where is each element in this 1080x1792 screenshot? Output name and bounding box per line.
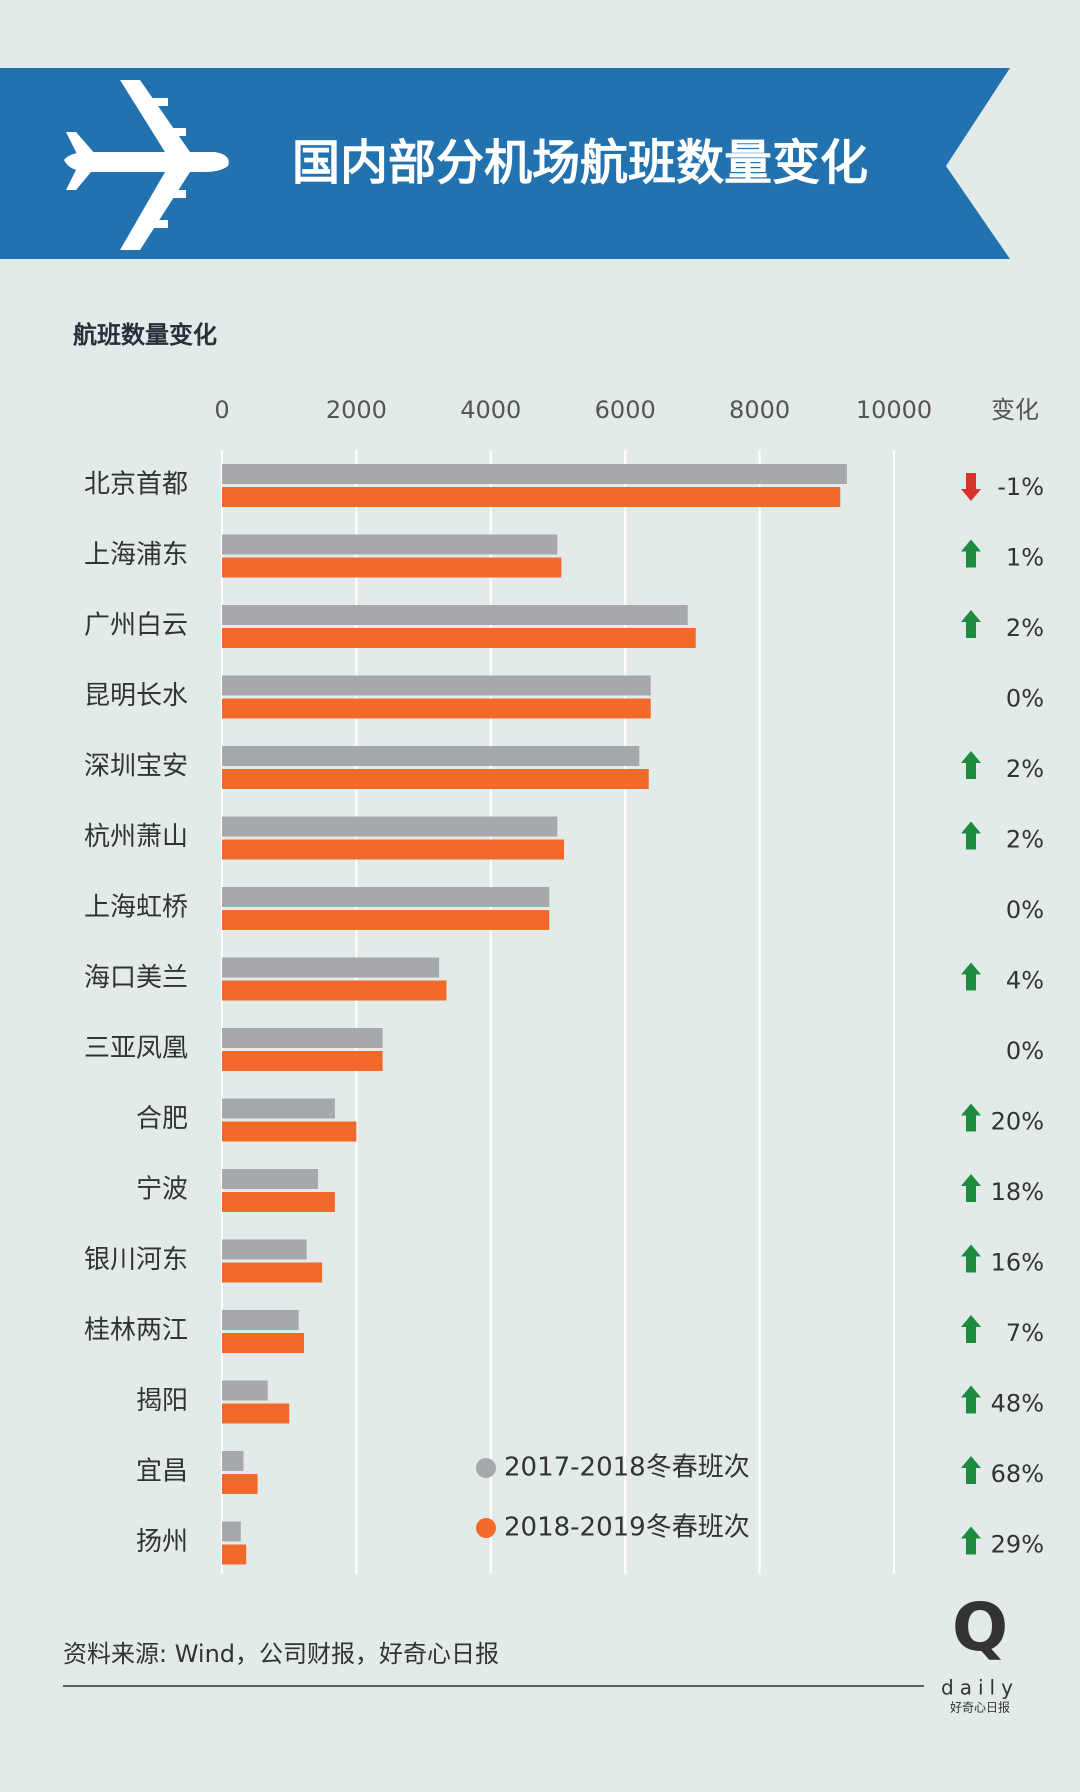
brand-name: daily — [941, 1676, 1019, 1700]
bar — [222, 1169, 319, 1189]
change-label: -1% — [997, 473, 1044, 501]
change-label: 0% — [1006, 896, 1044, 924]
bar — [222, 887, 550, 907]
category-label: 桂林两江 — [84, 1316, 188, 1346]
change-label: 2% — [1006, 614, 1044, 642]
bar — [222, 816, 558, 837]
legend-label: 2018-2019冬春班次 — [504, 1513, 750, 1543]
category-label: 合肥 — [136, 1104, 188, 1134]
category-label: 扬州 — [136, 1527, 188, 1557]
change-label: 0% — [1006, 1037, 1044, 1065]
bar — [222, 769, 649, 789]
category-label: 北京首都 — [84, 470, 188, 500]
change-label: 48% — [991, 1390, 1044, 1418]
plane-icon — [64, 80, 229, 250]
brand-mark: Q — [952, 1589, 1008, 1666]
category-label: 银川河东 — [84, 1245, 188, 1275]
bar — [222, 839, 565, 860]
x-tick-label: 0 — [214, 396, 229, 424]
change-arrow — [961, 751, 981, 779]
change-label: 29% — [991, 1531, 1044, 1559]
category-label: 宜昌 — [136, 1457, 188, 1487]
bar — [222, 746, 640, 766]
bar — [222, 1544, 247, 1565]
change-label: 0% — [1006, 685, 1044, 713]
change-arrow — [961, 1103, 981, 1132]
bar — [222, 698, 651, 719]
change-arrow — [961, 539, 981, 568]
change-arrow — [961, 962, 981, 991]
category-label: 宁波 — [136, 1175, 188, 1205]
change-arrow — [961, 610, 981, 638]
change-label: 2% — [1006, 826, 1044, 854]
bar — [222, 1380, 268, 1401]
x-tick-label: 2000 — [326, 396, 387, 424]
bar — [222, 1098, 335, 1119]
brand-tagline: 好奇心日报 — [950, 1700, 1010, 1715]
category-label: 深圳宝安 — [84, 752, 188, 782]
category-label: 杭州萧山 — [84, 822, 188, 852]
change-header: 变化 — [991, 396, 1039, 424]
change-arrow — [961, 1526, 981, 1555]
bar — [222, 980, 447, 1001]
legend-label: 2017-2018冬春班次 — [504, 1453, 750, 1483]
change-arrow — [961, 1315, 981, 1343]
category-label: 昆明长水 — [84, 681, 188, 711]
bar — [222, 1121, 357, 1142]
category-label: 广州白云 — [84, 611, 188, 641]
plot: 0 2000 4000 6000 8000 10000 北京首都 -1% 上海浦东 1% 广州白云 2… — [84, 396, 1044, 1574]
bar — [222, 675, 651, 696]
change-label: 18% — [991, 1178, 1044, 1206]
banner — [0, 68, 1010, 259]
change-arrow — [961, 1385, 981, 1414]
change-arrow — [961, 821, 981, 850]
bar — [222, 957, 440, 978]
category-label: 海口美兰 — [84, 963, 188, 993]
bar — [222, 1239, 307, 1260]
bar — [222, 1521, 241, 1542]
bar — [222, 557, 562, 578]
change-label: 16% — [991, 1249, 1044, 1277]
category-label: 上海浦东 — [84, 540, 188, 570]
bar — [222, 1028, 383, 1048]
category-label: 上海虹桥 — [84, 893, 188, 923]
change-arrow — [961, 1456, 981, 1484]
source: 资料来源: Wind，公司财报，好奇心日报 — [63, 1640, 499, 1668]
change-arrow — [961, 473, 981, 501]
bar — [222, 1451, 244, 1471]
bar — [222, 1333, 304, 1353]
bar — [222, 487, 841, 507]
change-label: 68% — [991, 1460, 1044, 1488]
x-tick-label: 8000 — [729, 396, 790, 424]
title: 国内部分机场航班数量变化 — [292, 135, 868, 191]
subtitle: 航班数量变化 — [73, 321, 217, 349]
bar — [222, 1192, 335, 1212]
legend-swatch — [476, 1518, 496, 1538]
x-tick-label: 6000 — [595, 396, 656, 424]
bar — [222, 1310, 299, 1330]
x-tick-label: 10000 — [856, 396, 932, 424]
category-label: 三亚凤凰 — [84, 1034, 188, 1064]
bar — [222, 605, 688, 625]
change-label: 2% — [1006, 755, 1044, 783]
legend-swatch — [476, 1458, 496, 1478]
change-label: 7% — [1006, 1319, 1044, 1347]
change-label: 1% — [1006, 544, 1044, 572]
bar — [222, 628, 696, 648]
bar — [222, 1474, 258, 1494]
category-label: 揭阳 — [136, 1386, 188, 1416]
change-arrow — [961, 1174, 981, 1202]
x-tick-label: 4000 — [460, 396, 521, 424]
bar — [222, 1051, 383, 1071]
bar — [222, 1262, 323, 1283]
bar — [222, 464, 847, 484]
bar — [222, 1403, 290, 1424]
bar — [222, 910, 550, 930]
change-arrow — [961, 1244, 981, 1273]
change-label: 20% — [991, 1108, 1044, 1136]
change-label: 4% — [1006, 967, 1044, 995]
bar — [222, 534, 558, 555]
